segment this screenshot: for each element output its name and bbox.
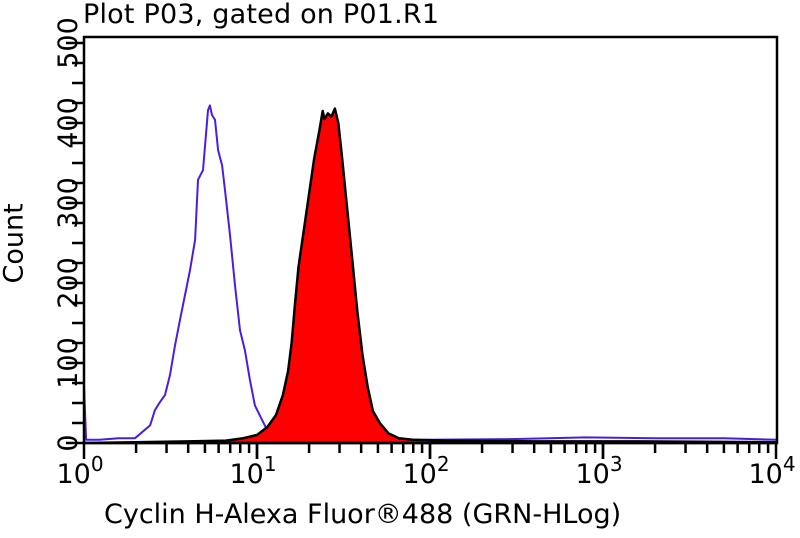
series-layer xyxy=(82,104,778,445)
x-tick-label: 101 xyxy=(229,452,276,490)
x-axis-label: Cyclin H-Alexa Fluor®488 (GRN-HLog) xyxy=(104,499,622,530)
x-tick-label: 103 xyxy=(575,452,622,490)
y-tick-label: 200 xyxy=(53,257,84,309)
x-tick-label: 104 xyxy=(748,452,795,490)
chart-title: Plot P03, gated on P01.R1 xyxy=(83,0,440,30)
plot-frame xyxy=(82,35,779,445)
x-axis: 100 101 102 103 104 xyxy=(56,443,796,490)
x-tick-label: 102 xyxy=(402,452,449,490)
y-tick-label: 100 xyxy=(53,337,84,389)
y-tick-label: 400 xyxy=(53,97,84,149)
y-tick-label: 300 xyxy=(53,177,84,229)
series-0-line xyxy=(83,104,777,443)
x-tick-label: 100 xyxy=(56,452,103,490)
y-axis: 0 100 200 300 400 500 xyxy=(53,17,84,452)
series-1-area xyxy=(82,107,778,445)
y-tick-label: 0 xyxy=(53,434,84,451)
y-tick-label: 500 xyxy=(53,17,84,69)
